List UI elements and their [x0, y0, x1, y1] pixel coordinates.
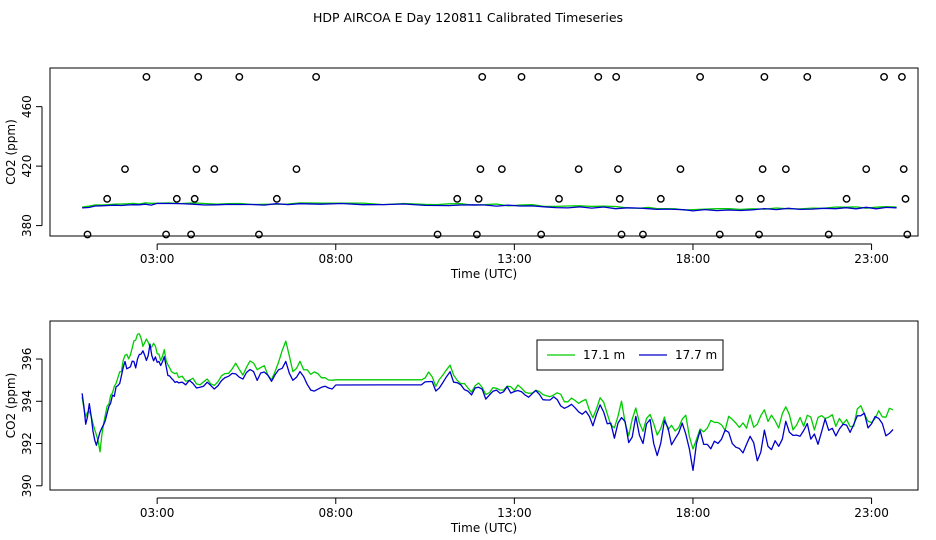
legend-label: 17.1 m: [583, 348, 625, 362]
data-point: [172, 194, 181, 203]
data-point: [517, 73, 526, 81]
data-point: [715, 230, 724, 239]
data-point: [162, 230, 170, 239]
y-tick-label: 392: [20, 432, 34, 455]
y-tick-label: 390: [20, 474, 34, 497]
y-tick-label: 394: [20, 390, 34, 413]
y-axis-label: CO2 (ppm): [4, 373, 18, 439]
figure-title: HDP AIRCOA E Day 120811 Calibrated Times…: [313, 10, 623, 25]
data-point: [899, 165, 908, 173]
y-tick-label: 460: [20, 95, 34, 118]
data-point: [735, 194, 744, 203]
data-point: [676, 165, 685, 173]
data-point: [476, 165, 485, 173]
data-point: [255, 230, 263, 239]
data-point: [803, 73, 812, 81]
data-point: [755, 230, 763, 239]
data-point: [758, 165, 767, 173]
data-point: [497, 165, 506, 173]
x-axis-label: Time (UTC): [450, 521, 517, 535]
data-point: [453, 194, 462, 203]
y-tick-label: 420: [20, 155, 34, 178]
data-point: [781, 165, 790, 173]
data-point: [756, 194, 765, 203]
x-tick-label: 13:00: [497, 252, 532, 266]
data-point: [83, 230, 92, 239]
data-point: [433, 230, 442, 239]
series-17-7-m-line: [82, 202, 897, 212]
y-tick-label: 380: [20, 214, 34, 237]
data-point: [824, 230, 833, 239]
plot-frame: [49, 67, 919, 237]
x-tick-label: 13:00: [497, 506, 532, 520]
legend-label: 17.7 m: [675, 348, 717, 362]
data-point: [862, 165, 871, 173]
data-point: [696, 73, 705, 81]
data-point: [103, 194, 112, 203]
x-tick-label: 08:00: [318, 506, 353, 520]
data-point: [903, 230, 912, 239]
data-point: [472, 230, 481, 239]
data-point: [194, 73, 203, 81]
data-point: [312, 73, 321, 81]
x-tick-label: 18:00: [676, 506, 711, 520]
data-point: [210, 165, 219, 173]
data-point: [192, 165, 201, 173]
x-tick-label: 23:00: [854, 252, 889, 266]
x-tick-label: 08:00: [318, 252, 353, 266]
x-tick-label: 23:00: [854, 506, 889, 520]
y-axis-label: CO2 (ppm): [4, 119, 18, 185]
x-tick-label: 03:00: [140, 506, 175, 520]
data-point: [880, 73, 888, 81]
data-point: [474, 194, 483, 203]
data-point: [121, 165, 129, 173]
data-point: [555, 194, 563, 203]
data-point: [639, 230, 647, 239]
data-point: [594, 73, 603, 81]
data-point: [537, 230, 546, 239]
data-point: [272, 194, 281, 203]
bottom-panel: 03:00 08:00 13:00 18:00 23:00 Time (UTC) 390 39…: [4, 320, 919, 535]
y-tick-label: 396: [20, 348, 34, 371]
series-17-1-m-line: [81, 333, 894, 453]
data-point: [187, 230, 195, 239]
data-point: [842, 194, 851, 203]
x-axis-label: Time (UTC): [450, 267, 517, 281]
top-panel: 03:00 08:00 13:00 18:00 23:00 Time (UTC) 380 42…: [4, 67, 919, 281]
data-point: [617, 230, 626, 239]
x-tick-label: 03:00: [140, 252, 175, 266]
data-point: [901, 194, 910, 203]
data-point: [656, 194, 665, 203]
data-point: [612, 73, 621, 81]
plot-frame: [49, 320, 919, 491]
data-point: [235, 73, 244, 81]
series-17-7-m-line: [81, 343, 894, 472]
data-point: [614, 165, 622, 173]
data-point: [292, 165, 301, 173]
data-point: [615, 194, 624, 203]
data-point: [142, 73, 151, 81]
data-point: [760, 73, 769, 81]
data-point: [478, 73, 487, 81]
x-tick-label: 18:00: [676, 252, 711, 266]
data-point: [190, 194, 199, 203]
data-point: [898, 73, 906, 81]
data-point: [574, 165, 583, 173]
